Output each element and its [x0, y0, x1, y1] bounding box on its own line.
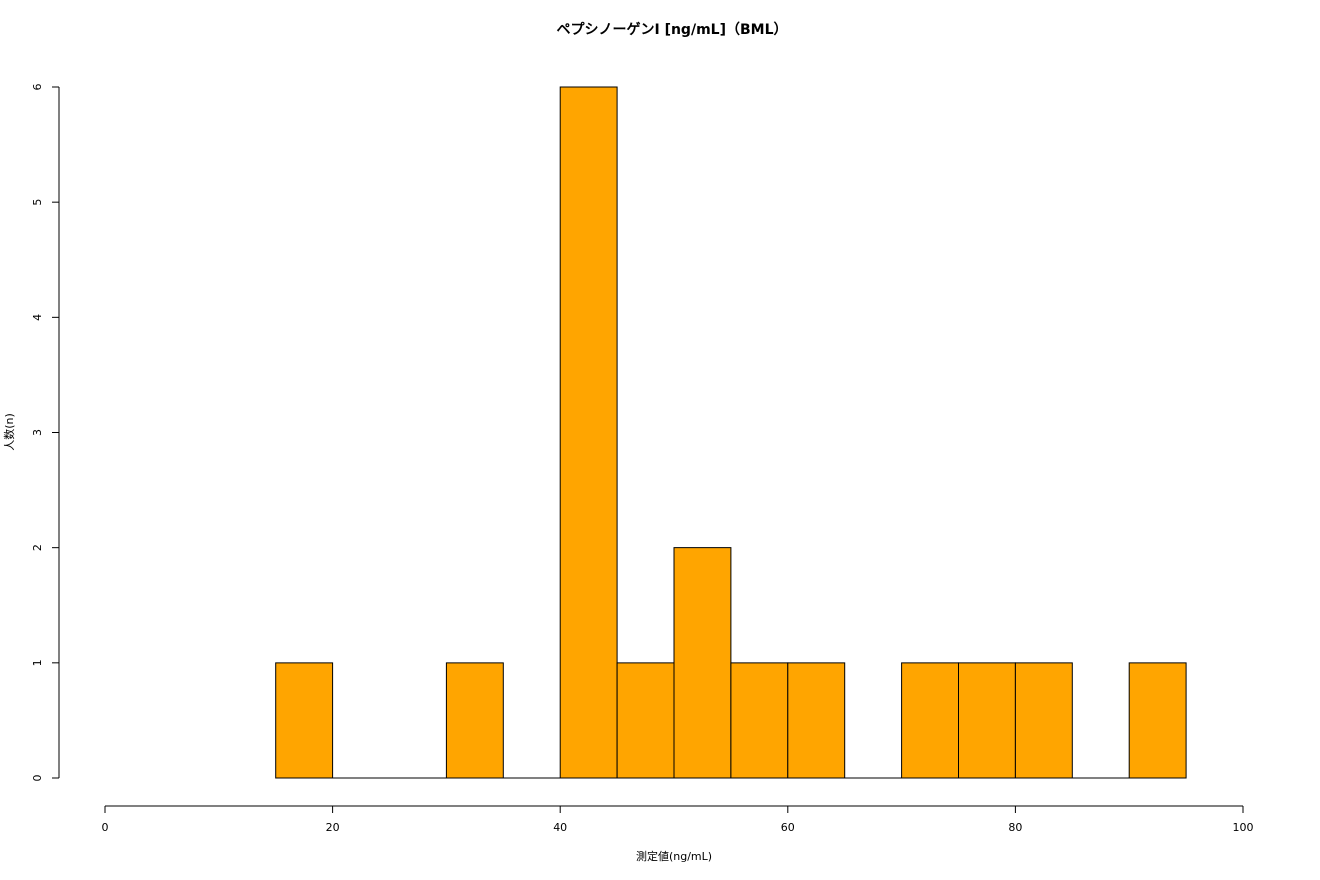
bar	[730, 662, 789, 779]
bar	[787, 662, 846, 779]
x-tick-label: 60	[781, 821, 795, 834]
y-tick-label: 2	[31, 544, 44, 551]
bar	[445, 662, 504, 779]
bar	[559, 86, 618, 779]
y-tick-label: 4	[31, 314, 44, 321]
bar	[673, 547, 732, 779]
y-tick-label: 3	[31, 429, 44, 436]
bar	[275, 662, 334, 779]
x-tick-label: 40	[553, 821, 567, 834]
y-tick-label: 1	[31, 659, 44, 666]
x-tick-label: 0	[102, 821, 109, 834]
y-tick-label: 6	[31, 84, 44, 91]
x-tick-label: 80	[1008, 821, 1022, 834]
x-tick-label: 20	[326, 821, 340, 834]
bar	[958, 662, 1016, 779]
y-tick-label: 5	[31, 199, 44, 206]
y-axis-label: 人数(n)	[3, 413, 16, 451]
y-tick-label: 0	[31, 775, 44, 782]
bar	[1014, 662, 1073, 779]
x-tick-label: 100	[1233, 821, 1254, 834]
bar	[1128, 662, 1187, 779]
x-axis-label: 測定値(ng/mL)	[636, 849, 712, 863]
bar	[901, 662, 959, 779]
chart-title: ペプシノーゲンⅠ [ng/mL]（BML）	[556, 21, 787, 38]
bar	[616, 662, 675, 779]
